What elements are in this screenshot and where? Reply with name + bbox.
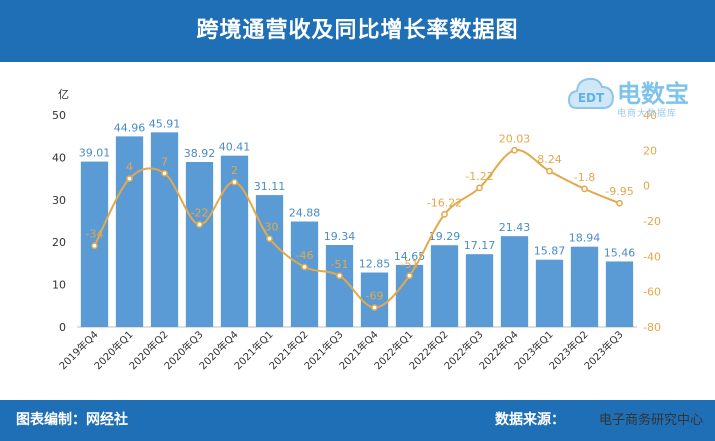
growth-value-label: -46 [296,249,314,262]
bar [150,132,179,327]
growth-line [93,149,620,309]
bar [255,195,284,327]
y2-tick-label: 20 [643,144,657,157]
growth-value-label: -1.8 [574,171,595,184]
bar-value-label: 15.87 [534,245,566,258]
logo-subtitle: 电商大数据库 [617,109,678,119]
bar [605,261,634,327]
bar [185,161,214,327]
y2-tick-label: 40 [643,109,657,122]
y2-tick-label: 0 [643,180,650,193]
growth-value-label: -9.95 [605,185,633,198]
growth-point [476,184,483,192]
y2-tick-label: -80 [643,321,661,334]
growth-value-label: 20.03 [499,132,531,145]
bar [115,136,144,327]
growth-point [301,263,308,271]
bar-value-label: 40.41 [219,141,251,154]
growth-value-label: 7 [161,155,168,168]
y2-tick-label: -60 [643,286,661,299]
y-tick-label: 10 [52,279,66,292]
growth-point [126,175,133,182]
growth-point [546,167,553,175]
bar-value-label: 15.46 [604,246,636,259]
edt-logo: EDT 电数宝 电商大数据库 [567,72,712,124]
y-tick-label: 30 [52,194,66,207]
growth-value-label: -69 [366,290,384,303]
growth-point [616,199,623,207]
growth-point [441,210,448,218]
bar [360,272,389,327]
growth-point [581,185,588,193]
y-tick-label: 50 [52,109,66,122]
growth-point [371,304,378,311]
y-tick-label: 0 [59,321,66,334]
growth-point [91,242,98,250]
bar-value-label: 14.65 [394,250,426,263]
growth-point [266,235,273,243]
bar-value-label: 38.92 [184,147,216,160]
watermark: 电子商务研究中心 [598,413,703,428]
growth-value-label: -16.22 [427,196,462,209]
growth-value-label: -51 [331,258,349,271]
header-bar: 跨境通营收及同比增长率数据图 [0,0,715,62]
bar [290,221,319,327]
growth-point [336,272,343,280]
growth-point [161,169,168,177]
chart-title: 跨境通营收及同比增长率数据图 [196,18,519,43]
bar [430,245,459,327]
bar-value-label: 21.43 [499,221,531,234]
bar [535,259,564,327]
growth-value-label: 4 [126,161,133,174]
y2-tick-label: -20 [643,215,661,228]
bar-value-label: 45.91 [149,117,181,130]
growth-value-label: -30 [261,221,279,234]
bar-value-label: 31.11 [254,180,286,193]
growth-point [511,146,518,154]
bar-value-label: 24.88 [289,207,321,220]
growth-value-label: -22 [191,207,209,220]
bar [325,244,354,327]
growth-value-label: 2 [231,164,238,177]
bar-value-label: 19.29 [429,230,461,243]
growth-value-label: -51 [401,258,419,271]
logo-mark: EDT [578,91,605,105]
bar-value-label: 44.96 [114,121,146,134]
bar [500,236,529,327]
y-tick-label: 20 [52,236,66,249]
growth-point [231,178,238,186]
y2-tick-label: -40 [643,250,661,263]
logo-brand: 电数宝 [617,80,689,108]
bar-value-label: 18.94 [569,232,601,245]
bar-value-label: 39.01 [79,147,111,160]
growth-point [406,272,413,280]
bar-value-label: 12.85 [359,258,391,271]
y-tick-label: 40 [52,151,66,164]
cloud-logo-icon: EDT [567,77,615,109]
chart-credit: 图表编制：网经社 [16,412,128,428]
bar [570,246,599,327]
growth-value-label: -34 [86,228,104,241]
bar-value-label: 17.17 [464,239,496,252]
footer-bar: 图表编制：网经社 数据来源： 电子商务研究中心 [0,400,715,441]
data-source: 数据来源： [495,412,565,428]
growth-value-label: 8.24 [537,153,562,166]
growth-value-label: -1.22 [465,170,493,183]
growth-point [196,221,203,228]
y-axis-unit: 亿 [58,88,69,101]
bar-value-label: 19.34 [324,230,356,243]
bar [465,254,494,327]
